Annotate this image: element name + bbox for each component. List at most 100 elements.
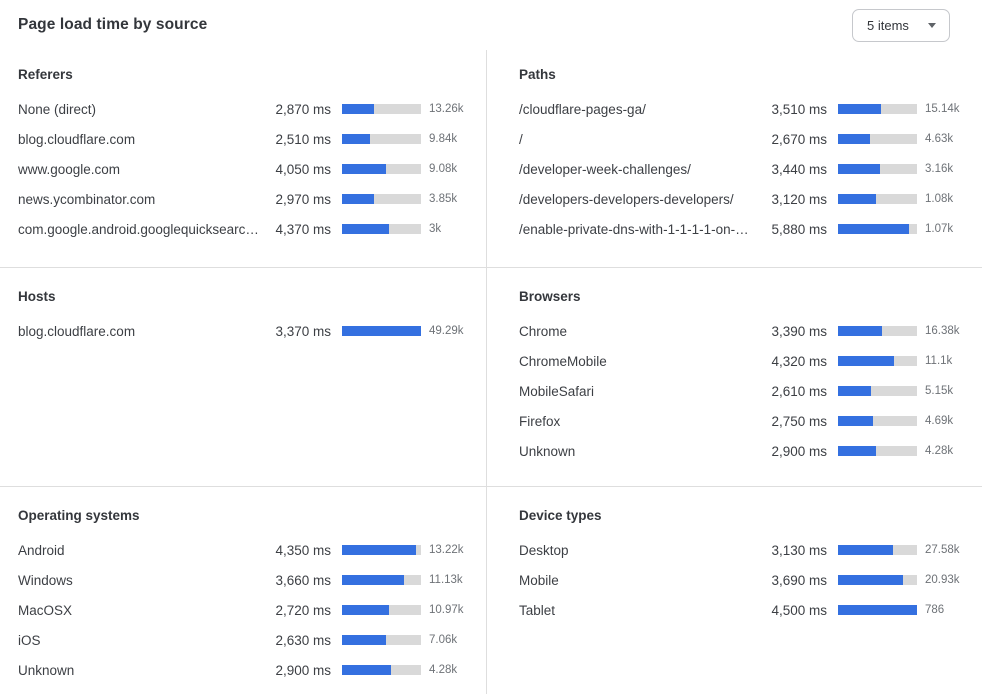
table-row[interactable]: blog.cloudflare.com 2,510 ms 9.84k — [18, 124, 471, 154]
row-count: 7.06k — [429, 634, 458, 646]
row-bar-track — [342, 134, 421, 144]
table-row[interactable]: www.google.com 4,050 ms 9.08k — [18, 154, 471, 184]
table-row[interactable]: Chrome 3,390 ms 16.38k — [519, 316, 967, 346]
row-bar-fill — [342, 545, 417, 555]
row-label: MacOSX — [18, 602, 73, 618]
table-row[interactable]: ChromeMobile 4,320 ms 11.1k — [519, 346, 967, 376]
row-load-time: 2,610 ms — [771, 383, 827, 399]
table-row[interactable]: Unknown 2,900 ms 4.28k — [18, 655, 471, 685]
row-load-time: 3,690 ms — [771, 572, 827, 588]
row-bar-track — [838, 326, 917, 336]
row-bar-track — [342, 194, 421, 204]
row-count: 4.63k — [925, 133, 954, 145]
row-label: /cloudflare-pages-ga/ — [519, 101, 646, 117]
row-bar-fill — [838, 416, 873, 426]
table-row[interactable]: Mobile 3,690 ms 20.93k — [519, 565, 967, 595]
row-label: blog.cloudflare.com — [18, 131, 136, 147]
row-bar-track — [838, 575, 917, 585]
row-bar-track — [838, 446, 917, 456]
row-load-time: 2,670 ms — [771, 131, 827, 147]
panel-rows: blog.cloudflare.com 3,370 ms 49.29k — [18, 316, 471, 346]
row-count: 4.69k — [925, 415, 954, 427]
row-label: iOS — [18, 632, 41, 648]
row-count: 13.22k — [429, 544, 464, 556]
row-label: Unknown — [18, 662, 75, 678]
row-count: 3.16k — [925, 163, 954, 175]
row-load-time: 2,870 ms — [275, 101, 331, 117]
row-count: 13.26k — [429, 103, 464, 115]
table-row[interactable]: news.ycombinator.com 2,970 ms 3.85k — [18, 184, 471, 214]
row-label: ChromeMobile — [519, 353, 607, 369]
row-bar-fill — [342, 665, 391, 675]
row-bar-track — [838, 224, 917, 234]
row-count: 11.1k — [925, 355, 953, 367]
row-count: 3.85k — [429, 193, 458, 205]
table-row[interactable]: / 2,670 ms 4.63k — [519, 124, 967, 154]
row-label: Desktop — [519, 542, 569, 558]
row-bar-track — [342, 545, 421, 555]
row-count: 27.58k — [925, 544, 960, 556]
source-panel: Hosts blog.cloudflare.com 3,370 ms 49.29… — [0, 267, 486, 486]
table-row[interactable]: /enable-private-dns-with-1-1-1-1-on-… 5,… — [519, 214, 967, 244]
table-row[interactable]: blog.cloudflare.com 3,370 ms 49.29k — [18, 316, 471, 346]
row-load-time: 4,320 ms — [771, 353, 827, 369]
row-count: 16.38k — [925, 325, 960, 337]
table-row[interactable]: Unknown 2,900 ms 4.28k — [519, 436, 967, 466]
row-bar-track — [838, 356, 917, 366]
row-load-time: 2,970 ms — [275, 191, 331, 207]
row-label: blog.cloudflare.com — [18, 323, 136, 339]
row-bar-fill — [838, 104, 881, 114]
table-row[interactable]: Firefox 2,750 ms 4.69k — [519, 406, 967, 436]
row-label: www.google.com — [18, 161, 121, 177]
row-bar-fill — [342, 635, 387, 645]
row-bar-fill — [342, 164, 387, 174]
source-panel: Browsers Chrome 3,390 ms 16.38k ChromeMo… — [486, 267, 982, 486]
items-count-select[interactable]: 5 items — [852, 8, 950, 42]
row-count: 15.14k — [925, 103, 960, 115]
panel-title: Operating systems — [18, 508, 140, 523]
row-bar-track — [342, 104, 421, 114]
table-row[interactable]: /developer-week-challenges/ 3,440 ms 3.1… — [519, 154, 967, 184]
row-bar-track — [838, 194, 917, 204]
table-row[interactable]: MobileSafari 2,610 ms 5.15k — [519, 376, 967, 406]
row-bar-fill — [838, 194, 876, 204]
row-load-time: 2,510 ms — [275, 131, 331, 147]
row-load-time: 2,750 ms — [771, 413, 827, 429]
row-bar-fill — [838, 134, 871, 144]
table-row[interactable]: Desktop 3,130 ms 27.58k — [519, 535, 967, 565]
row-label: Unknown — [519, 443, 576, 459]
row-count: 4.28k — [925, 445, 954, 457]
row-bar-fill — [342, 134, 370, 144]
panel-title: Hosts — [18, 289, 56, 304]
table-row[interactable]: Windows 3,660 ms 11.13k — [18, 565, 471, 595]
row-load-time: 4,370 ms — [275, 221, 331, 237]
row-bar-track — [838, 104, 917, 114]
panel-rows: Desktop 3,130 ms 27.58k Mobile 3,690 ms … — [519, 535, 967, 625]
row-load-time: 3,390 ms — [771, 323, 827, 339]
table-row[interactable]: None (direct) 2,870 ms 13.26k — [18, 94, 471, 124]
row-count: 9.84k — [429, 133, 458, 145]
table-row[interactable]: MacOSX 2,720 ms 10.97k — [18, 595, 471, 625]
source-panel: Device types Desktop 3,130 ms 27.58k Mob… — [486, 486, 982, 694]
row-bar-track — [838, 164, 917, 174]
row-count: 49.29k — [429, 325, 464, 337]
row-bar-fill — [838, 326, 883, 336]
row-count: 9.08k — [429, 163, 458, 175]
row-bar-track — [838, 134, 917, 144]
table-row[interactable]: /cloudflare-pages-ga/ 3,510 ms 15.14k — [519, 94, 967, 124]
row-label: None (direct) — [18, 101, 97, 117]
row-bar-fill — [838, 356, 895, 366]
panel-title: Paths — [519, 67, 556, 82]
table-row[interactable]: Android 4,350 ms 13.22k — [18, 535, 471, 565]
row-load-time: 2,720 ms — [275, 602, 331, 618]
row-label: /developer-week-challenges/ — [519, 161, 691, 177]
page-title: Page load time by source — [18, 16, 208, 33]
row-bar-fill — [838, 545, 894, 555]
table-row[interactable]: Tablet 4,500 ms 786 — [519, 595, 967, 625]
row-load-time: 2,900 ms — [771, 443, 827, 459]
table-row[interactable]: com.google.android.googlequicksearc… 4,3… — [18, 214, 471, 244]
table-row[interactable]: /developers-developers-developers/ 3,120… — [519, 184, 967, 214]
table-row[interactable]: iOS 2,630 ms 7.06k — [18, 625, 471, 655]
source-panel: Operating systems Android 4,350 ms 13.22… — [0, 486, 486, 694]
